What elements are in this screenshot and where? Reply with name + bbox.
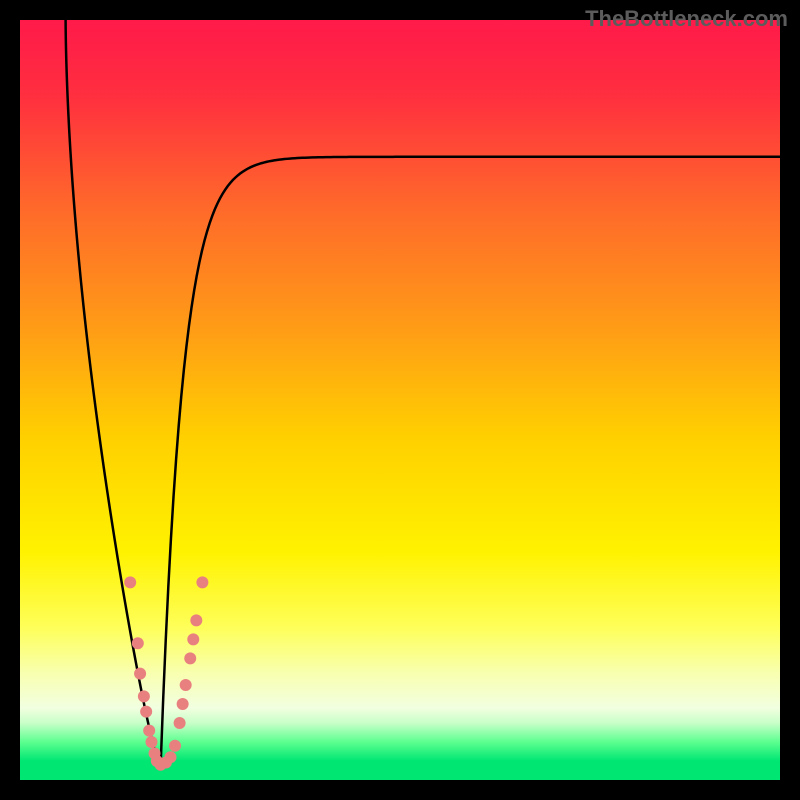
plot-area [20,20,780,780]
marker-point [187,633,199,645]
marker-point [124,576,136,588]
right-curve [161,157,780,767]
left-curve [66,20,161,766]
marker-point [145,736,157,748]
marker-point [180,679,192,691]
marker-point [132,637,144,649]
marker-point [134,668,146,680]
watermark-text: TheBottleneck.com [585,6,788,32]
marker-point [190,614,202,626]
marker-point [196,576,208,588]
curve-layer [20,20,780,780]
marker-point [143,725,155,737]
marker-point [174,717,186,729]
marker-point [140,706,152,718]
marker-point [184,652,196,664]
marker-point [169,740,181,752]
marker-point [138,690,150,702]
figure-root: TheBottleneck.com [0,0,800,800]
marker-point [177,698,189,710]
marker-point [164,751,176,763]
